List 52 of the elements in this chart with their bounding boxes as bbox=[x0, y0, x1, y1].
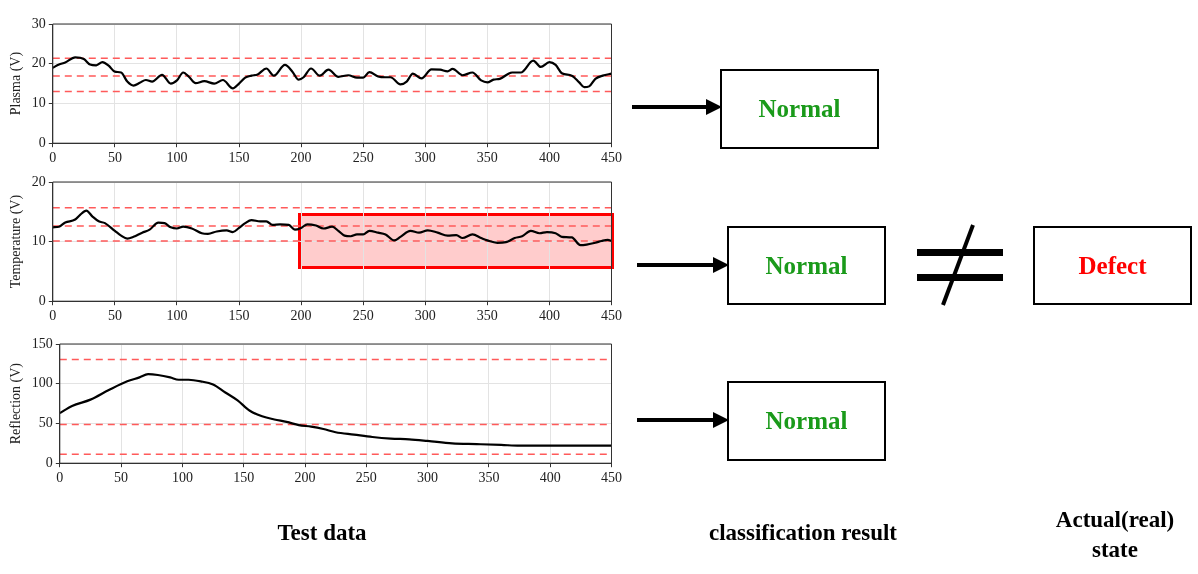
y-axis-title: Plasma (V) bbox=[8, 51, 25, 116]
y-tick-label: 0 bbox=[45, 454, 53, 470]
y-tick-label: 20 bbox=[31, 173, 46, 189]
text: Normal bbox=[720, 69, 879, 149]
x-tick-label: 150 bbox=[228, 150, 250, 166]
line-series bbox=[59, 373, 612, 447]
y-tick-label: 30 bbox=[31, 15, 46, 31]
x-tick-label: 50 bbox=[114, 470, 129, 486]
x-tick-label: 450 bbox=[601, 150, 622, 166]
x-tick-label: 200 bbox=[290, 150, 312, 166]
x-tick-label: 400 bbox=[539, 470, 561, 486]
y-axis-title: Temperature (V) bbox=[8, 194, 25, 289]
text: classification result bbox=[707, 519, 898, 547]
x-tick-label: 400 bbox=[538, 308, 560, 324]
x-tick-label: 250 bbox=[352, 308, 374, 324]
x-tick-label: 300 bbox=[414, 308, 436, 324]
y-tick-label: 150 bbox=[31, 335, 53, 351]
y-tick-label: 10 bbox=[31, 233, 46, 249]
text: Test data bbox=[276, 519, 368, 547]
x-tick-label: 250 bbox=[355, 470, 377, 486]
x-tick-label: 50 bbox=[107, 308, 122, 324]
x-tick-label: 350 bbox=[476, 150, 498, 166]
line-series bbox=[52, 56, 612, 90]
y-tick-label: 0 bbox=[38, 292, 46, 308]
y-tick-label: 100 bbox=[31, 375, 53, 391]
x-tick-label: 200 bbox=[290, 308, 312, 324]
x-tick-label: 50 bbox=[107, 150, 122, 166]
y-axis-title: Reflection (V) bbox=[8, 362, 25, 445]
x-tick-label: 100 bbox=[166, 308, 188, 324]
text: Normal bbox=[727, 381, 886, 461]
x-tick-label: 450 bbox=[601, 308, 622, 324]
x-tick-label: 150 bbox=[233, 470, 255, 486]
x-tick-label: 100 bbox=[166, 150, 188, 166]
x-tick-label: 400 bbox=[538, 150, 560, 166]
x-tick-label: 100 bbox=[171, 470, 193, 486]
x-tick-label: 150 bbox=[228, 308, 250, 324]
y-tick-label: 0 bbox=[38, 134, 46, 150]
text: Normal bbox=[727, 226, 886, 305]
x-tick-label: 450 bbox=[601, 470, 622, 486]
x-tick-label: 200 bbox=[294, 470, 316, 486]
x-tick-label: 300 bbox=[417, 470, 439, 486]
text: Actual(real) state bbox=[1054, 506, 1176, 564]
y-tick-label: 50 bbox=[38, 415, 53, 431]
y-tick-label: 20 bbox=[31, 55, 46, 71]
y-tick-label: 10 bbox=[31, 95, 46, 111]
line-series bbox=[52, 209, 612, 247]
x-tick-label: 0 bbox=[56, 470, 64, 486]
text: Defect bbox=[1033, 226, 1192, 305]
x-tick-label: 300 bbox=[414, 150, 436, 166]
x-tick-label: 350 bbox=[476, 308, 498, 324]
x-tick-label: 250 bbox=[352, 150, 374, 166]
x-tick-label: 350 bbox=[478, 470, 500, 486]
